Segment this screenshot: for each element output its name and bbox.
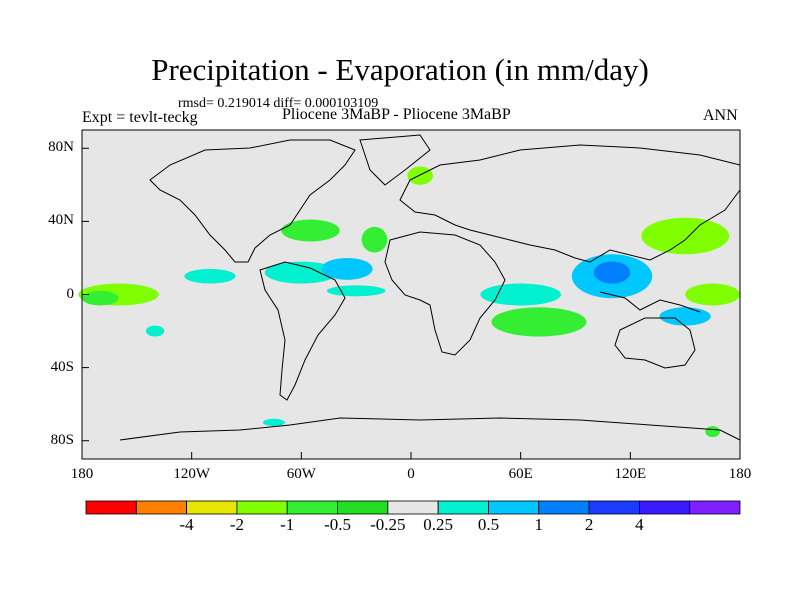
colorbar-swatch — [689, 500, 741, 515]
colorbar-label: 2 — [584, 515, 594, 534]
continent-greenland — [359, 134, 431, 186]
lat-tick-label: 80S — [50, 431, 74, 448]
lon-tick-label: 60W — [286, 466, 316, 482]
colorbar-label: 0.25 — [423, 515, 454, 534]
anomaly-region — [480, 283, 561, 306]
lon-tick-label: 60E — [508, 466, 533, 482]
anomaly-region — [491, 307, 587, 337]
continent-eurasia — [399, 144, 741, 263]
anomaly-region — [264, 261, 338, 284]
season-label: ANN — [703, 107, 738, 124]
lon-tick-label: 120W — [173, 466, 210, 482]
colorbar-label: -4 — [179, 515, 194, 534]
continent-africa — [384, 231, 506, 356]
colorbar-label: 4 — [635, 515, 644, 534]
colorbar-swatch — [186, 500, 238, 515]
colorbar-label: -0.25 — [370, 515, 406, 534]
anomaly-region — [593, 261, 631, 284]
colorbar-swatch — [337, 500, 389, 515]
colorbar-swatch — [286, 500, 338, 515]
anomaly-layer — [78, 166, 740, 438]
anomaly-region — [281, 219, 340, 242]
axis-ticks — [81, 147, 741, 459]
lon-tick-label: 180 — [728, 466, 752, 482]
continent-indonesia — [599, 291, 701, 313]
stats-line: rmsd= 0.219014 diff= 0.000103109 — [178, 96, 379, 111]
lon-tick-label: 120E — [614, 466, 647, 482]
colorbar-label: 1 — [534, 515, 544, 534]
lat-tick-label: 80N — [48, 139, 74, 156]
continent-south-america — [259, 261, 346, 401]
colorbar-swatch — [538, 500, 590, 515]
anomaly-region — [262, 418, 285, 427]
colorbar-swatch — [236, 500, 288, 515]
anomaly-region — [145, 325, 165, 337]
lat-tick-label: 0 — [66, 285, 75, 302]
lon-tick-label: 180 — [70, 466, 94, 482]
anomaly-region — [321, 257, 373, 280]
continent-north-america — [149, 139, 356, 263]
colorbar-swatch — [135, 500, 188, 515]
anomaly-region — [407, 166, 433, 185]
anomaly-region — [641, 217, 730, 255]
anomaly-region — [361, 226, 388, 253]
colorbar-label: -0.5 — [324, 515, 351, 534]
anomaly-region — [184, 268, 236, 284]
continent-outlines — [119, 134, 741, 441]
lat-tick-label: 40N — [48, 212, 74, 229]
anomaly-region — [659, 307, 711, 326]
colorbar-label: -1 — [280, 515, 295, 534]
continent-australia — [614, 317, 696, 369]
plot-title: Precipitation - Evaporation (in mm/day) — [151, 52, 649, 87]
anomaly-region — [326, 285, 386, 297]
comparison-label: Pliocene 3MaBP - Pliocene 3MaBP — [282, 106, 511, 123]
continent-antarctica — [119, 417, 741, 441]
colorbar-swatch — [488, 500, 540, 515]
colorbar-swatch — [588, 500, 640, 515]
colorbar — [85, 500, 741, 515]
colorbar-swatch — [85, 500, 137, 515]
anomaly-region — [685, 283, 740, 306]
anomaly-region — [705, 426, 720, 438]
anomaly-region — [82, 290, 119, 306]
colorbar-label: 0.5 — [477, 515, 500, 534]
colorbar-swatch — [387, 500, 439, 515]
lon-tick-label: 0 — [407, 466, 415, 482]
lat-tick-label: 40S — [50, 358, 74, 375]
colorbar-swatch — [437, 500, 489, 515]
experiment-label: Expt = tevlt-teckg — [82, 109, 198, 126]
colorbar-swatch — [638, 500, 691, 515]
colorbar-label: -2 — [229, 515, 244, 534]
